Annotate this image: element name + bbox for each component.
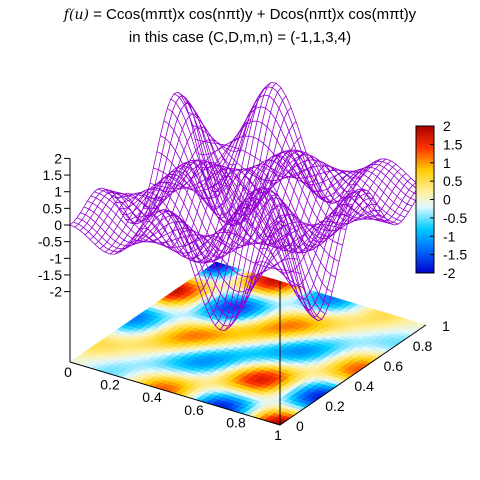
title-math: f(u)	[63, 7, 89, 23]
chart-title-line-2: in this case (C,D,m,n) = (-1,1,3,4)	[128, 29, 352, 46]
title-formula: = Ccos(mπt)x cos(nπt)y + Dcos(nπt)x cos(…	[88, 6, 417, 23]
x-tick-label: 0.6	[184, 402, 204, 418]
axes-box	[69, 158, 427, 426]
y-tick-label: 1	[442, 318, 450, 334]
x-tick-label: 0.8	[226, 414, 246, 430]
projected-heatmap	[69, 261, 427, 426]
z-tick-label: -1.5	[38, 267, 62, 283]
z-tick-label: 0	[54, 217, 62, 233]
x-tick-label: 0.4	[142, 389, 162, 405]
y-axis-ticks: 0 0.2 0.4 0.6 0.8 1	[296, 318, 450, 434]
y-axis-line	[279, 324, 427, 426]
colorbar-tick-label: 1.5	[443, 136, 463, 152]
y-tick-label: 0.2	[325, 398, 345, 414]
colorbar-ticks: 2 1.5 1 0.5 0 -0.5 -1 -1.5 -2	[430, 118, 467, 281]
colorbar-tick-label: 0.5	[443, 173, 463, 189]
x-axis-ticks: 0 0.2 0.4 0.6 0.8 1	[64, 364, 282, 443]
mesh-lines	[69, 82, 427, 331]
z-tick-label: 1	[54, 184, 62, 200]
z-tick-label: 1.5	[43, 167, 63, 183]
y-tick-label: 0.8	[413, 338, 433, 354]
z-tick-label: 0.5	[43, 200, 63, 216]
z-tick-label: 2	[54, 150, 62, 166]
chart-title-line-1: f(u) = Ccos(mπt)x cos(nπt)y + Dcos(nπt)x…	[0, 6, 480, 23]
colorbar-tick-label: 1	[443, 155, 451, 171]
y-tick-label: 0.4	[354, 378, 374, 394]
colorbar-tick-label: 0	[443, 192, 451, 208]
z-axis-ticks: 21.510.50-0.5-1-1.5-2	[38, 150, 70, 300]
x-tick-label: 0.2	[100, 377, 120, 393]
surface-mesh	[69, 82, 427, 331]
colorbar-tick-label: -2	[443, 265, 456, 281]
colorbar-tick-label: -1.5	[443, 247, 467, 263]
z-tick-label: -2	[50, 284, 63, 300]
x-axis-line	[69, 361, 281, 426]
colorbar-tick-label: -0.5	[443, 210, 467, 226]
colorbar-tick-label: -1	[443, 228, 456, 244]
y-tick-label: 0	[296, 418, 304, 434]
x-tick-label: 0	[64, 364, 72, 380]
y-tick-label: 0.6	[384, 358, 404, 374]
z-tick-label: -0.5	[38, 234, 62, 250]
colorbar-tick-label: 2	[443, 118, 451, 134]
x-tick-label: 1	[274, 427, 282, 443]
z-tick-label: -1	[50, 250, 63, 266]
